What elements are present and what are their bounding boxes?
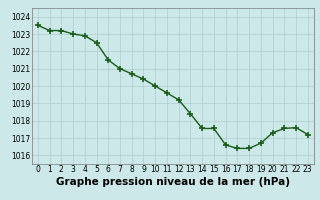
X-axis label: Graphe pression niveau de la mer (hPa): Graphe pression niveau de la mer (hPa) xyxy=(56,177,290,187)
